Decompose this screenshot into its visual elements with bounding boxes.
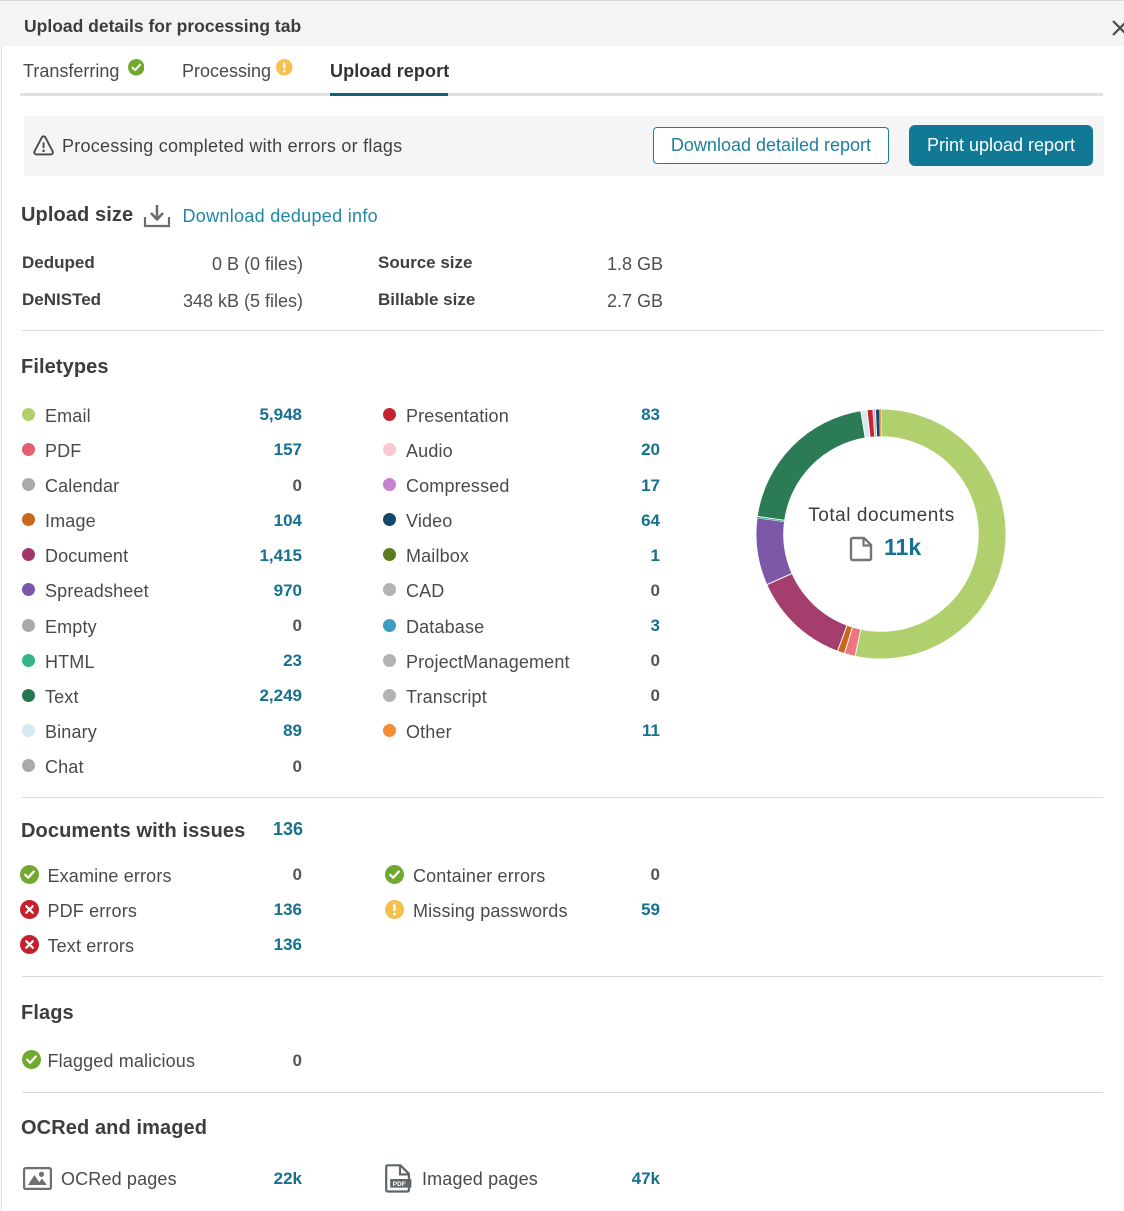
svg-text:PDF: PDF bbox=[393, 1180, 406, 1187]
